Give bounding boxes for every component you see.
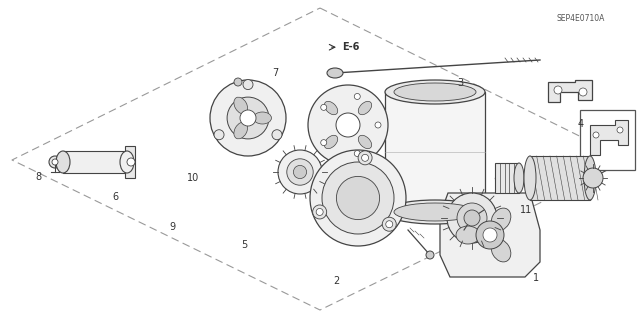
Ellipse shape bbox=[385, 80, 485, 104]
Ellipse shape bbox=[456, 226, 480, 244]
Ellipse shape bbox=[234, 97, 248, 114]
Text: SEP4E0710A: SEP4E0710A bbox=[556, 14, 605, 23]
Text: 8: 8 bbox=[35, 172, 42, 182]
Text: 4: 4 bbox=[578, 119, 584, 130]
Circle shape bbox=[210, 80, 286, 156]
Ellipse shape bbox=[394, 203, 476, 221]
Text: 1: 1 bbox=[533, 272, 540, 283]
Circle shape bbox=[310, 150, 406, 246]
Circle shape bbox=[278, 150, 322, 194]
Circle shape bbox=[321, 140, 327, 146]
Circle shape bbox=[337, 176, 380, 219]
Circle shape bbox=[554, 86, 562, 94]
Circle shape bbox=[355, 93, 360, 100]
Ellipse shape bbox=[524, 156, 536, 200]
Circle shape bbox=[52, 159, 58, 165]
Polygon shape bbox=[590, 120, 628, 155]
Circle shape bbox=[593, 132, 599, 138]
Polygon shape bbox=[495, 163, 519, 193]
Circle shape bbox=[272, 130, 282, 140]
Ellipse shape bbox=[234, 122, 248, 139]
Circle shape bbox=[358, 151, 372, 165]
Ellipse shape bbox=[358, 101, 372, 115]
Text: 9: 9 bbox=[170, 222, 176, 232]
Polygon shape bbox=[440, 193, 540, 277]
Circle shape bbox=[214, 130, 224, 140]
Ellipse shape bbox=[394, 83, 476, 101]
Circle shape bbox=[316, 208, 323, 215]
Bar bbox=[580, 110, 635, 170]
Text: E-6: E-6 bbox=[342, 42, 359, 52]
Circle shape bbox=[464, 210, 480, 226]
Circle shape bbox=[386, 221, 393, 228]
Text: 7: 7 bbox=[272, 68, 278, 78]
Circle shape bbox=[382, 217, 396, 231]
Circle shape bbox=[579, 88, 587, 96]
Circle shape bbox=[127, 158, 135, 166]
Polygon shape bbox=[385, 92, 485, 212]
Text: 5: 5 bbox=[241, 240, 248, 250]
Ellipse shape bbox=[491, 239, 511, 262]
Bar bbox=[355, 203, 367, 211]
Circle shape bbox=[234, 78, 242, 86]
Ellipse shape bbox=[514, 163, 524, 193]
Text: 3: 3 bbox=[458, 78, 464, 88]
Text: 6: 6 bbox=[112, 192, 118, 202]
Ellipse shape bbox=[324, 135, 338, 149]
Ellipse shape bbox=[358, 135, 372, 149]
Ellipse shape bbox=[324, 101, 338, 115]
Circle shape bbox=[476, 221, 504, 249]
Circle shape bbox=[240, 110, 256, 126]
Circle shape bbox=[583, 168, 603, 188]
Ellipse shape bbox=[56, 151, 70, 173]
Ellipse shape bbox=[253, 112, 271, 124]
Circle shape bbox=[336, 113, 360, 137]
Ellipse shape bbox=[491, 208, 511, 231]
Polygon shape bbox=[63, 151, 127, 173]
Ellipse shape bbox=[584, 156, 596, 200]
Ellipse shape bbox=[385, 200, 485, 224]
Circle shape bbox=[321, 104, 327, 110]
Circle shape bbox=[483, 228, 497, 242]
Polygon shape bbox=[548, 80, 592, 102]
Circle shape bbox=[375, 122, 381, 128]
Circle shape bbox=[308, 85, 388, 165]
Circle shape bbox=[287, 159, 313, 185]
Text: 10: 10 bbox=[187, 173, 200, 183]
Text: 11: 11 bbox=[520, 205, 532, 215]
Circle shape bbox=[447, 193, 497, 243]
Text: 2: 2 bbox=[333, 276, 340, 286]
Ellipse shape bbox=[327, 68, 343, 78]
Circle shape bbox=[457, 203, 487, 233]
Polygon shape bbox=[125, 146, 135, 178]
Ellipse shape bbox=[120, 151, 134, 173]
Circle shape bbox=[362, 154, 369, 161]
Circle shape bbox=[355, 151, 360, 157]
Circle shape bbox=[293, 165, 307, 179]
Circle shape bbox=[322, 162, 394, 234]
Circle shape bbox=[426, 251, 434, 259]
Circle shape bbox=[243, 79, 253, 90]
Circle shape bbox=[227, 97, 269, 139]
Circle shape bbox=[617, 127, 623, 133]
Circle shape bbox=[313, 205, 326, 219]
Circle shape bbox=[49, 156, 61, 168]
Polygon shape bbox=[530, 156, 590, 200]
